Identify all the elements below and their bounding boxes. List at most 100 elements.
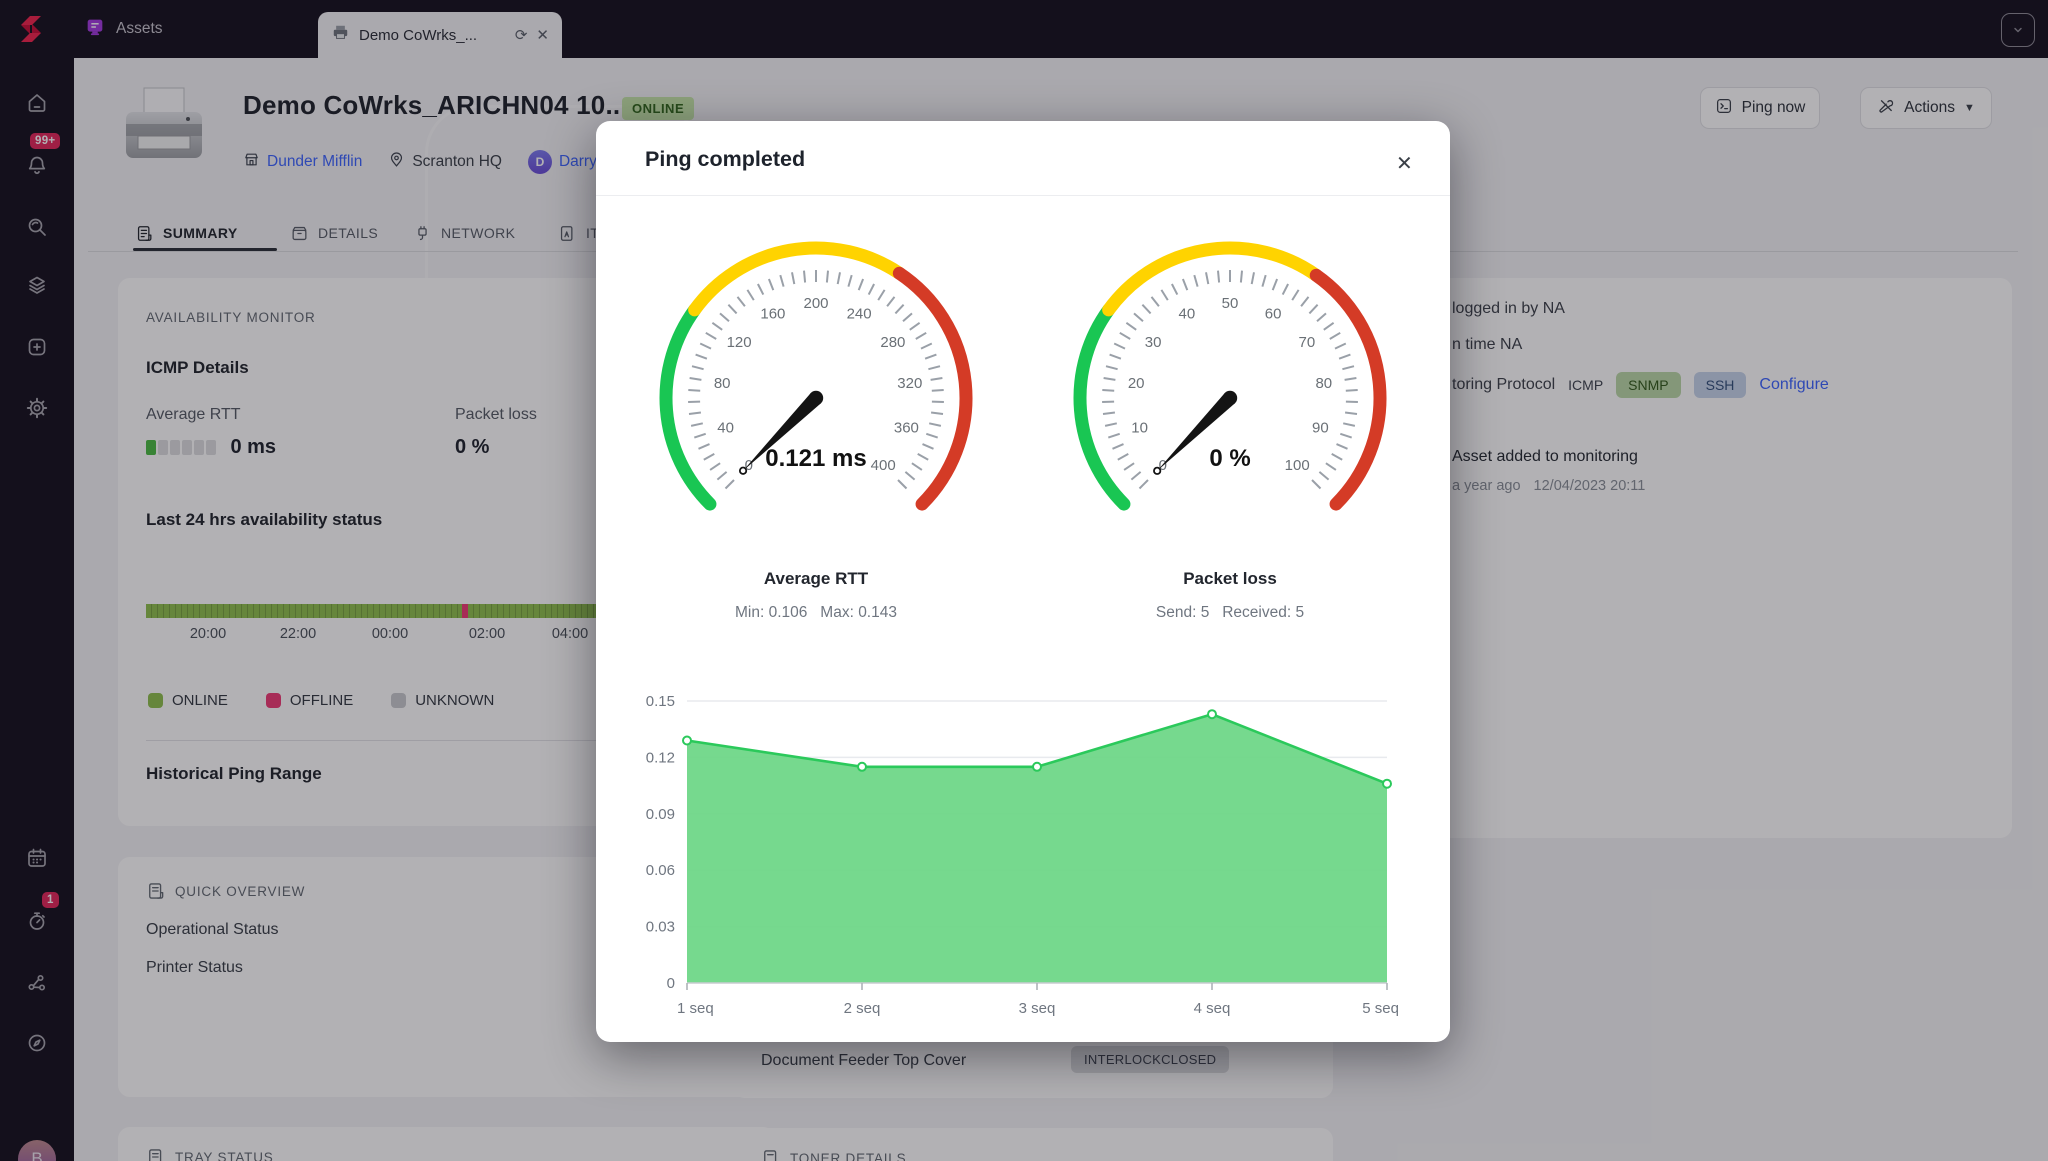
packet-loss-gauge: 01020304050607080901000 %: [1060, 233, 1400, 543]
card-divider: [146, 740, 746, 741]
svg-text:70: 70: [1299, 334, 1316, 351]
protocol-snmp[interactable]: SNMP: [1616, 372, 1681, 398]
location-pin-icon: [388, 151, 405, 173]
tray-status-text: TRAY STATUS: [175, 1149, 274, 1161]
svg-text:0.06: 0.06: [646, 862, 675, 879]
svg-text:80: 80: [1315, 375, 1332, 392]
tools-icon: [1877, 97, 1895, 120]
svg-text:3 seq: 3 seq: [1019, 1000, 1056, 1017]
user-avatar[interactable]: B: [18, 1140, 56, 1161]
actions-button[interactable]: Actions ▼: [1860, 87, 1992, 129]
collapse-widget-button[interactable]: [2001, 13, 2035, 47]
avg-rtt-label: Average RTT: [146, 406, 241, 423]
assets-tab[interactable]: Assets: [84, 14, 163, 44]
asset-detail-tab[interactable]: Demo CoWrks_... ⟳ ✕: [318, 12, 562, 58]
gauge-loss-title: Packet loss: [1183, 569, 1277, 588]
protocol-icmp[interactable]: ICMP: [1568, 377, 1604, 393]
tray-status-card: TRAY STATUS: [118, 1127, 775, 1161]
strip-segment-offline: [461, 604, 468, 618]
modal-header-divider: [596, 195, 1450, 196]
tab-network[interactable]: NETWORK: [413, 218, 515, 248]
client-store-icon: [243, 151, 260, 173]
svg-text:80: 80: [714, 375, 731, 392]
sidebar-discover-icon[interactable]: [20, 1026, 54, 1060]
sidebar-add-icon[interactable]: [20, 330, 54, 364]
svg-text:0 %: 0 %: [1209, 445, 1250, 472]
actions-label: Actions: [1904, 99, 1955, 116]
protocol-ssh[interactable]: SSH: [1693, 372, 1747, 398]
availability-strip-title: Last 24 hrs availability status: [146, 510, 383, 529]
svg-text:30: 30: [1145, 334, 1162, 351]
site-item[interactable]: Scranton HQ: [388, 151, 502, 173]
legend-unknown: UNKNOWN: [391, 692, 494, 709]
svg-text:100: 100: [1285, 457, 1310, 474]
svg-text:90: 90: [1312, 419, 1329, 436]
logged-in-row: logged in by NA: [1452, 300, 1565, 317]
time-row: n time NA: [1452, 336, 1523, 353]
svg-text:0.121 ms: 0.121 ms: [765, 445, 866, 472]
svg-text:200: 200: [803, 295, 828, 312]
ping-now-button[interactable]: Ping now: [1700, 87, 1820, 129]
svg-text:0: 0: [667, 975, 675, 992]
average-rtt-gauge: 040801201602002402803203604000.121 ms: [646, 233, 986, 543]
strip-segment-online: [146, 604, 462, 618]
activity-time-ago: a year ago: [1452, 478, 1521, 494]
sidebar-settings-icon[interactable]: [20, 391, 54, 425]
availability-section-label: AVAILABILITY MONITOR: [146, 310, 316, 325]
sidebar-assets-stack-icon[interactable]: [20, 268, 54, 302]
svg-text:4 seq: 4 seq: [1194, 1000, 1231, 1017]
svg-text:0.03: 0.03: [646, 919, 675, 936]
svg-text:120: 120: [727, 334, 752, 351]
sidebar-home-icon[interactable]: [20, 86, 54, 120]
active-tab-underline: [133, 248, 277, 251]
avg-rtt-value: 0 ms: [230, 436, 277, 458]
icmp-details-heading: ICMP Details: [146, 358, 249, 377]
quick-overview-label: QUICK OVERVIEW: [146, 881, 305, 901]
strip-time-label: 04:00: [551, 626, 589, 642]
legend-unknown-label: UNKNOWN: [415, 692, 495, 709]
status-badge: ONLINE: [622, 97, 695, 120]
tab-summary[interactable]: SUMMARY: [135, 218, 238, 248]
svg-text:5 seq: 5 seq: [1362, 1000, 1399, 1017]
toner-details-label: TONER DETAILS: [761, 1148, 906, 1161]
svg-text:50: 50: [1222, 295, 1239, 312]
protocol-label: toring Protocol: [1452, 376, 1556, 393]
strip-time-label: 20:00: [189, 626, 227, 642]
printer-status-label: Printer Status: [146, 959, 243, 976]
activity-time-row: a year ago 12/04/2023 20:11: [1452, 478, 1645, 494]
ping-now-label: Ping now: [1741, 99, 1806, 116]
strip-time-label: 00:00: [371, 626, 409, 642]
svg-text:2 seq: 2 seq: [844, 1000, 881, 1017]
sidebar-search-icon[interactable]: [20, 210, 54, 244]
rtt-sequence-area-chart: 0 0.03 0.06 0.09 0.12 0.15 1 seq 2 seq 3 seq 4 se…: [625, 681, 1415, 1028]
legend-offline: OFFLINE: [265, 692, 353, 709]
sidebar-timer-icon[interactable]: [20, 904, 54, 938]
sidebar-calendar-icon[interactable]: [20, 841, 54, 875]
asset-tab-title: Demo CoWrks_...: [359, 26, 478, 44]
strip-time-label: 22:00: [279, 626, 317, 642]
client-item[interactable]: Dunder Mifflin: [243, 151, 362, 173]
sidebar-notifications-icon[interactable]: [20, 148, 54, 182]
ping-completed-modal: Ping completed ✕ 0 40 80 120 160 200 240 280 320…: [596, 121, 1450, 1042]
tab-summary-label: SUMMARY: [163, 225, 238, 241]
topbar: Assets Demo CoWrks_... ⟳ ✕: [0, 0, 2048, 58]
tab-refresh-icon[interactable]: ⟳: [514, 27, 528, 44]
tab-details[interactable]: DETAILS: [290, 218, 378, 248]
configure-link[interactable]: Configure: [1759, 376, 1829, 393]
printer-tab-icon: [331, 23, 350, 47]
printer-thumbnail: [114, 84, 214, 185]
legend-unknown-swatch: [391, 693, 407, 708]
agent-avatar: D: [527, 150, 552, 174]
svg-text:400: 400: [871, 457, 896, 474]
quick-overview-text: QUICK OVERVIEW: [175, 883, 306, 899]
tab-close-icon[interactable]: ✕: [536, 27, 549, 44]
sidebar-share-nodes-icon[interactable]: [20, 966, 54, 1000]
availability-legend: ONLINE OFFLINE UNKNOWN: [148, 692, 494, 709]
tab-network-label: NETWORK: [441, 225, 516, 241]
modal-close-icon[interactable]: ✕: [1396, 153, 1413, 175]
strip-time-label: 02:00: [468, 626, 506, 642]
operational-status-label: Operational Status: [146, 921, 279, 938]
brand-logo-icon[interactable]: [13, 11, 49, 52]
client-link[interactable]: Dunder Mifflin: [267, 153, 363, 170]
